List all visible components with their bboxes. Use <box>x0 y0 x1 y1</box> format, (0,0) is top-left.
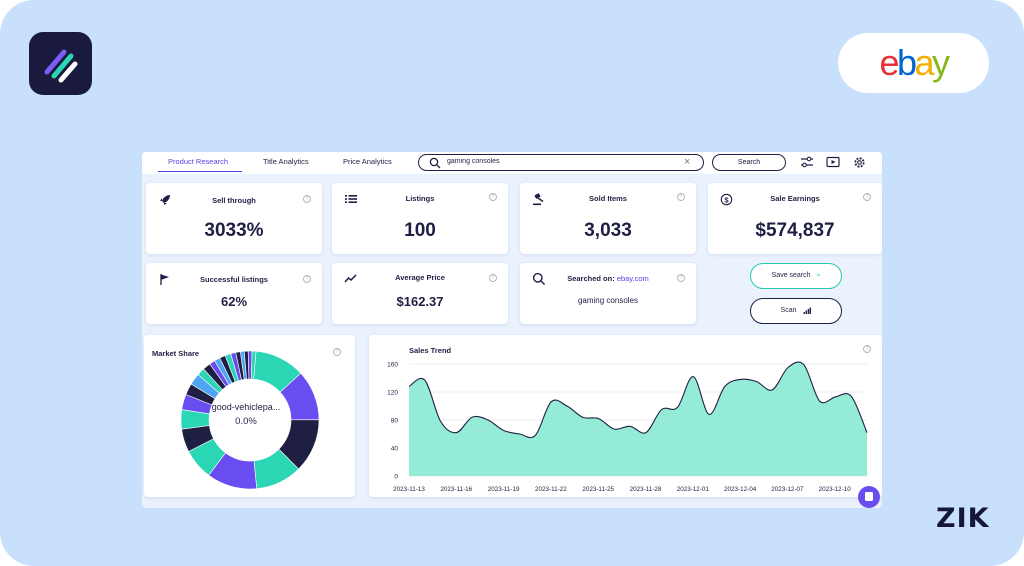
sold-items-card: Sold Items 3,033 ? <box>520 183 696 254</box>
help-icon[interactable]: ? <box>489 193 497 201</box>
sale-earnings-label: Sale Earnings <box>770 194 820 203</box>
successful-listings-label: Successful listings <box>200 275 268 284</box>
average-price-value: $162.37 <box>396 294 444 309</box>
searched-on-value: gaming consoles <box>577 296 639 305</box>
x-tick-label: 2023-11-28 <box>630 486 662 493</box>
ebay-logo: ebay <box>879 42 950 83</box>
chat-icon <box>865 492 873 501</box>
search-bar: × <box>418 154 704 171</box>
sales-line <box>408 361 868 439</box>
average-price-card: Average Price $162.37 ? <box>332 263 508 324</box>
searched-on-card: Searched on: ebay.com gaming consoles ? <box>520 263 696 324</box>
help-icon[interactable]: ? <box>489 274 497 282</box>
trend-line-icon <box>344 274 357 283</box>
sell-through-label: Sell through <box>212 196 256 205</box>
donut-slice[interactable] <box>250 350 257 380</box>
y-tick-label: 0 <box>394 474 398 481</box>
zik-analytics-logo-icon <box>29 32 92 95</box>
dashboard-panel: Product Research Title Analytics Price A… <box>142 152 882 508</box>
sold-items-label: Sold Items <box>589 194 627 203</box>
tab-price-analytics[interactable]: Price Analytics <box>343 157 392 166</box>
donut-center-label: good-vehiclepa... <box>211 402 281 412</box>
y-tick-label: 120 <box>387 390 398 397</box>
search-icon <box>532 272 546 286</box>
rocket-icon <box>160 195 170 205</box>
signal-bars-icon <box>803 307 812 314</box>
help-icon[interactable]: ? <box>677 274 685 282</box>
help-icon[interactable]: ? <box>333 348 341 356</box>
save-search-button[interactable]: Save search ≈ <box>750 263 842 289</box>
save-wave-icon: ≈ <box>816 272 821 279</box>
listings-value: 100 <box>404 220 436 241</box>
list-icon <box>345 195 357 203</box>
successful-listings-value: 62% <box>220 294 248 309</box>
sales-trend-title: Sales Trend <box>409 346 452 355</box>
search-icon <box>429 157 441 169</box>
help-icon[interactable]: ? <box>303 275 311 283</box>
sales-trend-chart[interactable]: 0 40 80 120 160 2023-11-13 2023-11-16 2023-11-1… <box>369 335 882 497</box>
dollar-coin-icon: $ <box>720 193 733 206</box>
donut-center-value: 0.0% <box>235 416 257 427</box>
x-tick-label: 2023-12-07 <box>771 486 804 493</box>
search-button[interactable]: Search <box>712 154 786 171</box>
flag-icon <box>160 274 169 285</box>
x-tick-label: 2023-11-22 <box>535 486 567 493</box>
searched-on-label: Searched on: ebay.com <box>567 274 649 283</box>
y-tick-label: 160 <box>387 362 398 369</box>
sell-through-value: 3033% <box>204 220 264 241</box>
sale-earnings-value: $574,837 <box>755 220 835 241</box>
help-icon[interactable]: ? <box>677 193 685 201</box>
average-price-label: Average Price <box>395 273 445 282</box>
help-icon[interactable]: ? <box>863 345 871 353</box>
x-tick-label: 2023-12-04 <box>724 486 757 493</box>
x-tick-label: 2023-12-01 <box>677 486 710 493</box>
y-tick-label: 40 <box>391 446 399 453</box>
x-tick-label: 2023-11-13 <box>393 486 425 493</box>
scan-button[interactable]: Scan <box>750 298 842 324</box>
zik-wordmark: ZIK <box>936 503 990 534</box>
clear-icon[interactable]: × <box>684 156 691 168</box>
chat-button[interactable] <box>858 486 880 508</box>
successful-listings-card: Successful listings 62% ? <box>146 263 322 324</box>
sale-earnings-card: $ Sale Earnings $574,837 ? <box>708 183 882 254</box>
x-tick-label: 2023-11-19 <box>488 486 520 493</box>
tab-title-analytics[interactable]: Title Analytics <box>263 157 309 166</box>
logo-stripes <box>44 49 78 83</box>
listings-label: Listings <box>405 194 435 203</box>
market-share-card: Market Share ? <box>144 335 355 497</box>
market-share-title: Market Share <box>152 349 200 358</box>
help-icon[interactable]: ? <box>303 195 311 203</box>
x-tick-label: 2023-12-10 <box>819 486 852 493</box>
active-tab-underline <box>158 171 242 173</box>
searched-on-site-link[interactable]: ebay.com <box>616 274 649 283</box>
help-icon[interactable]: ? <box>863 193 871 201</box>
sold-items-value: 3,033 <box>584 220 632 241</box>
video-play-icon[interactable] <box>826 156 840 168</box>
x-tick-label: 2023-11-25 <box>582 486 614 493</box>
y-tick-label: 80 <box>391 418 399 425</box>
ebay-logo-badge: ebay <box>838 33 989 93</box>
sell-through-card: Sell through 3033% ? <box>146 183 322 254</box>
gavel-icon <box>533 193 544 206</box>
market-share-donut[interactable] <box>144 335 355 497</box>
sales-trend-card: Sales Trend ? 0 40 80 120 160 2023-11-13 2023-… <box>369 335 882 497</box>
sales-area-fill <box>409 362 867 476</box>
top-toolbar: Product Research Title Analytics Price A… <box>142 152 882 174</box>
search-input[interactable] <box>447 158 647 165</box>
svg-text:$: $ <box>724 195 729 204</box>
tab-product-research[interactable]: Product Research <box>168 157 229 166</box>
listings-card: Listings 100 ? <box>332 183 508 254</box>
x-tick-label: 2023-11-16 <box>440 486 472 493</box>
filter-sliders-icon[interactable] <box>800 156 814 168</box>
settings-gear-icon[interactable] <box>853 156 866 169</box>
